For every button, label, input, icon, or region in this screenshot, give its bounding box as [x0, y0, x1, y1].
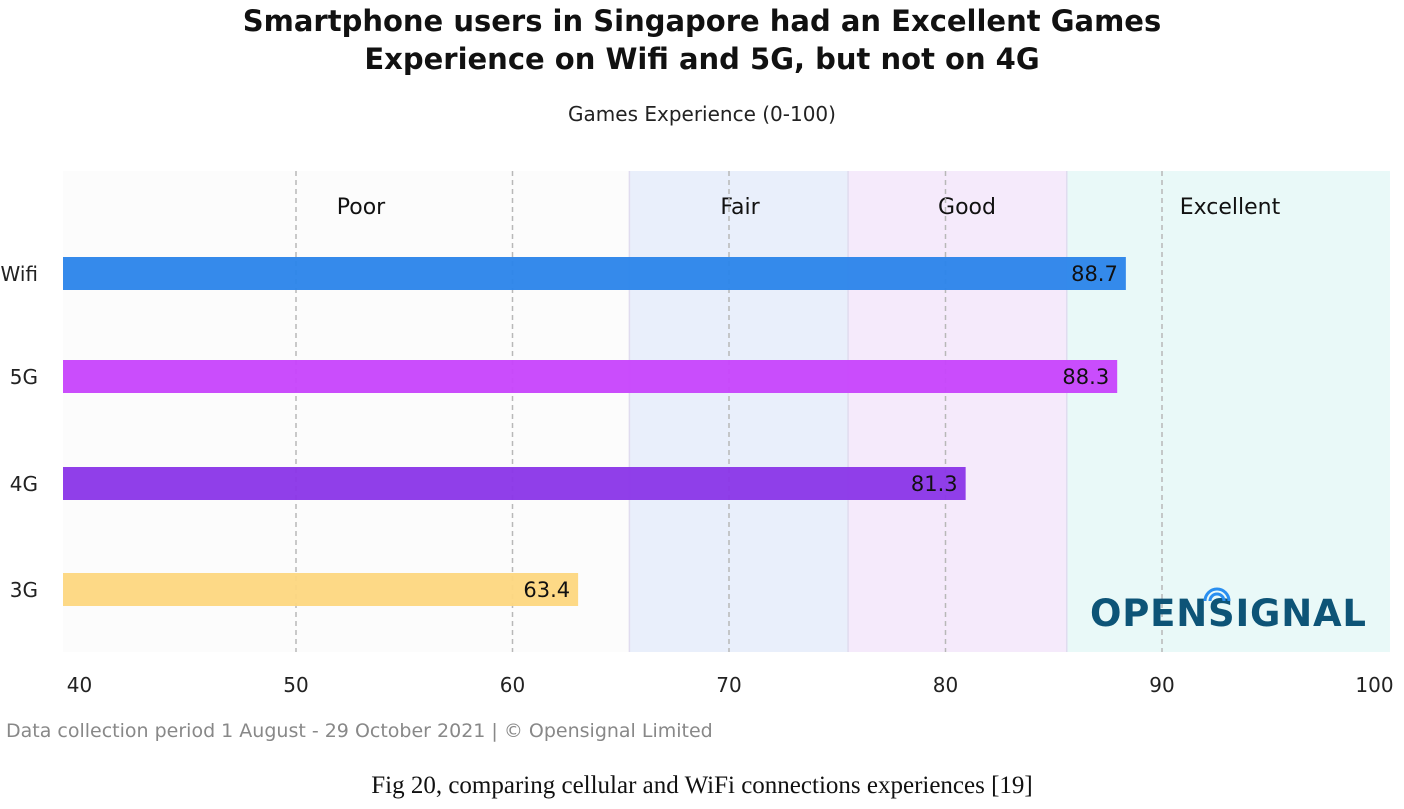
- band-label-excellent: Excellent: [1180, 195, 1281, 220]
- figure-caption: Fig 20, comparing cellular and WiFi conn…: [371, 772, 1033, 799]
- category-label-5g: 5G: [10, 365, 38, 389]
- signal-icon-inner: [1208, 592, 1226, 602]
- band-excellent: [1066, 171, 1390, 652]
- footer-note: Data collection period 1 August - 29 Oct…: [6, 720, 713, 742]
- band-poor: [63, 171, 630, 652]
- bar-4g: [63, 467, 966, 500]
- value-label-3g: 63.4: [523, 578, 570, 602]
- x-tick-label: 100: [1355, 673, 1393, 697]
- value-label-5g: 88.3: [1062, 365, 1109, 389]
- category-label-4g: 4G: [10, 472, 38, 496]
- chart-subtitle: Games Experience (0-100): [568, 102, 836, 126]
- bar-5g: [63, 360, 1118, 393]
- band-fair: [629, 171, 849, 652]
- signal-icon: [1203, 587, 1231, 602]
- chart-title-line-1: Smartphone users in Singapore had an Exc…: [242, 4, 1162, 38]
- value-label-4g: 81.3: [911, 472, 958, 496]
- x-tick-label: 70: [716, 673, 741, 697]
- bar-3g: [63, 573, 579, 606]
- x-tick-label: 80: [933, 673, 958, 697]
- category-label-wifi: Wifi: [1, 262, 39, 286]
- x-tick-label: 90: [1149, 673, 1174, 697]
- x-tick-label: 40: [67, 673, 92, 697]
- band-label-good: Good: [938, 195, 996, 220]
- value-label-wifi: 88.7: [1071, 262, 1118, 286]
- band-label-poor: Poor: [337, 195, 386, 220]
- x-tick-label: 60: [500, 673, 525, 697]
- band-label-fair: Fair: [720, 195, 760, 220]
- band-good: [848, 171, 1067, 652]
- chart-title-line-2: Experience on Wifi and 5G, but not on 4G: [364, 42, 1040, 76]
- bar-wifi: [63, 257, 1126, 290]
- category-label-3g: 3G: [10, 578, 38, 602]
- x-tick-label: 50: [283, 673, 308, 697]
